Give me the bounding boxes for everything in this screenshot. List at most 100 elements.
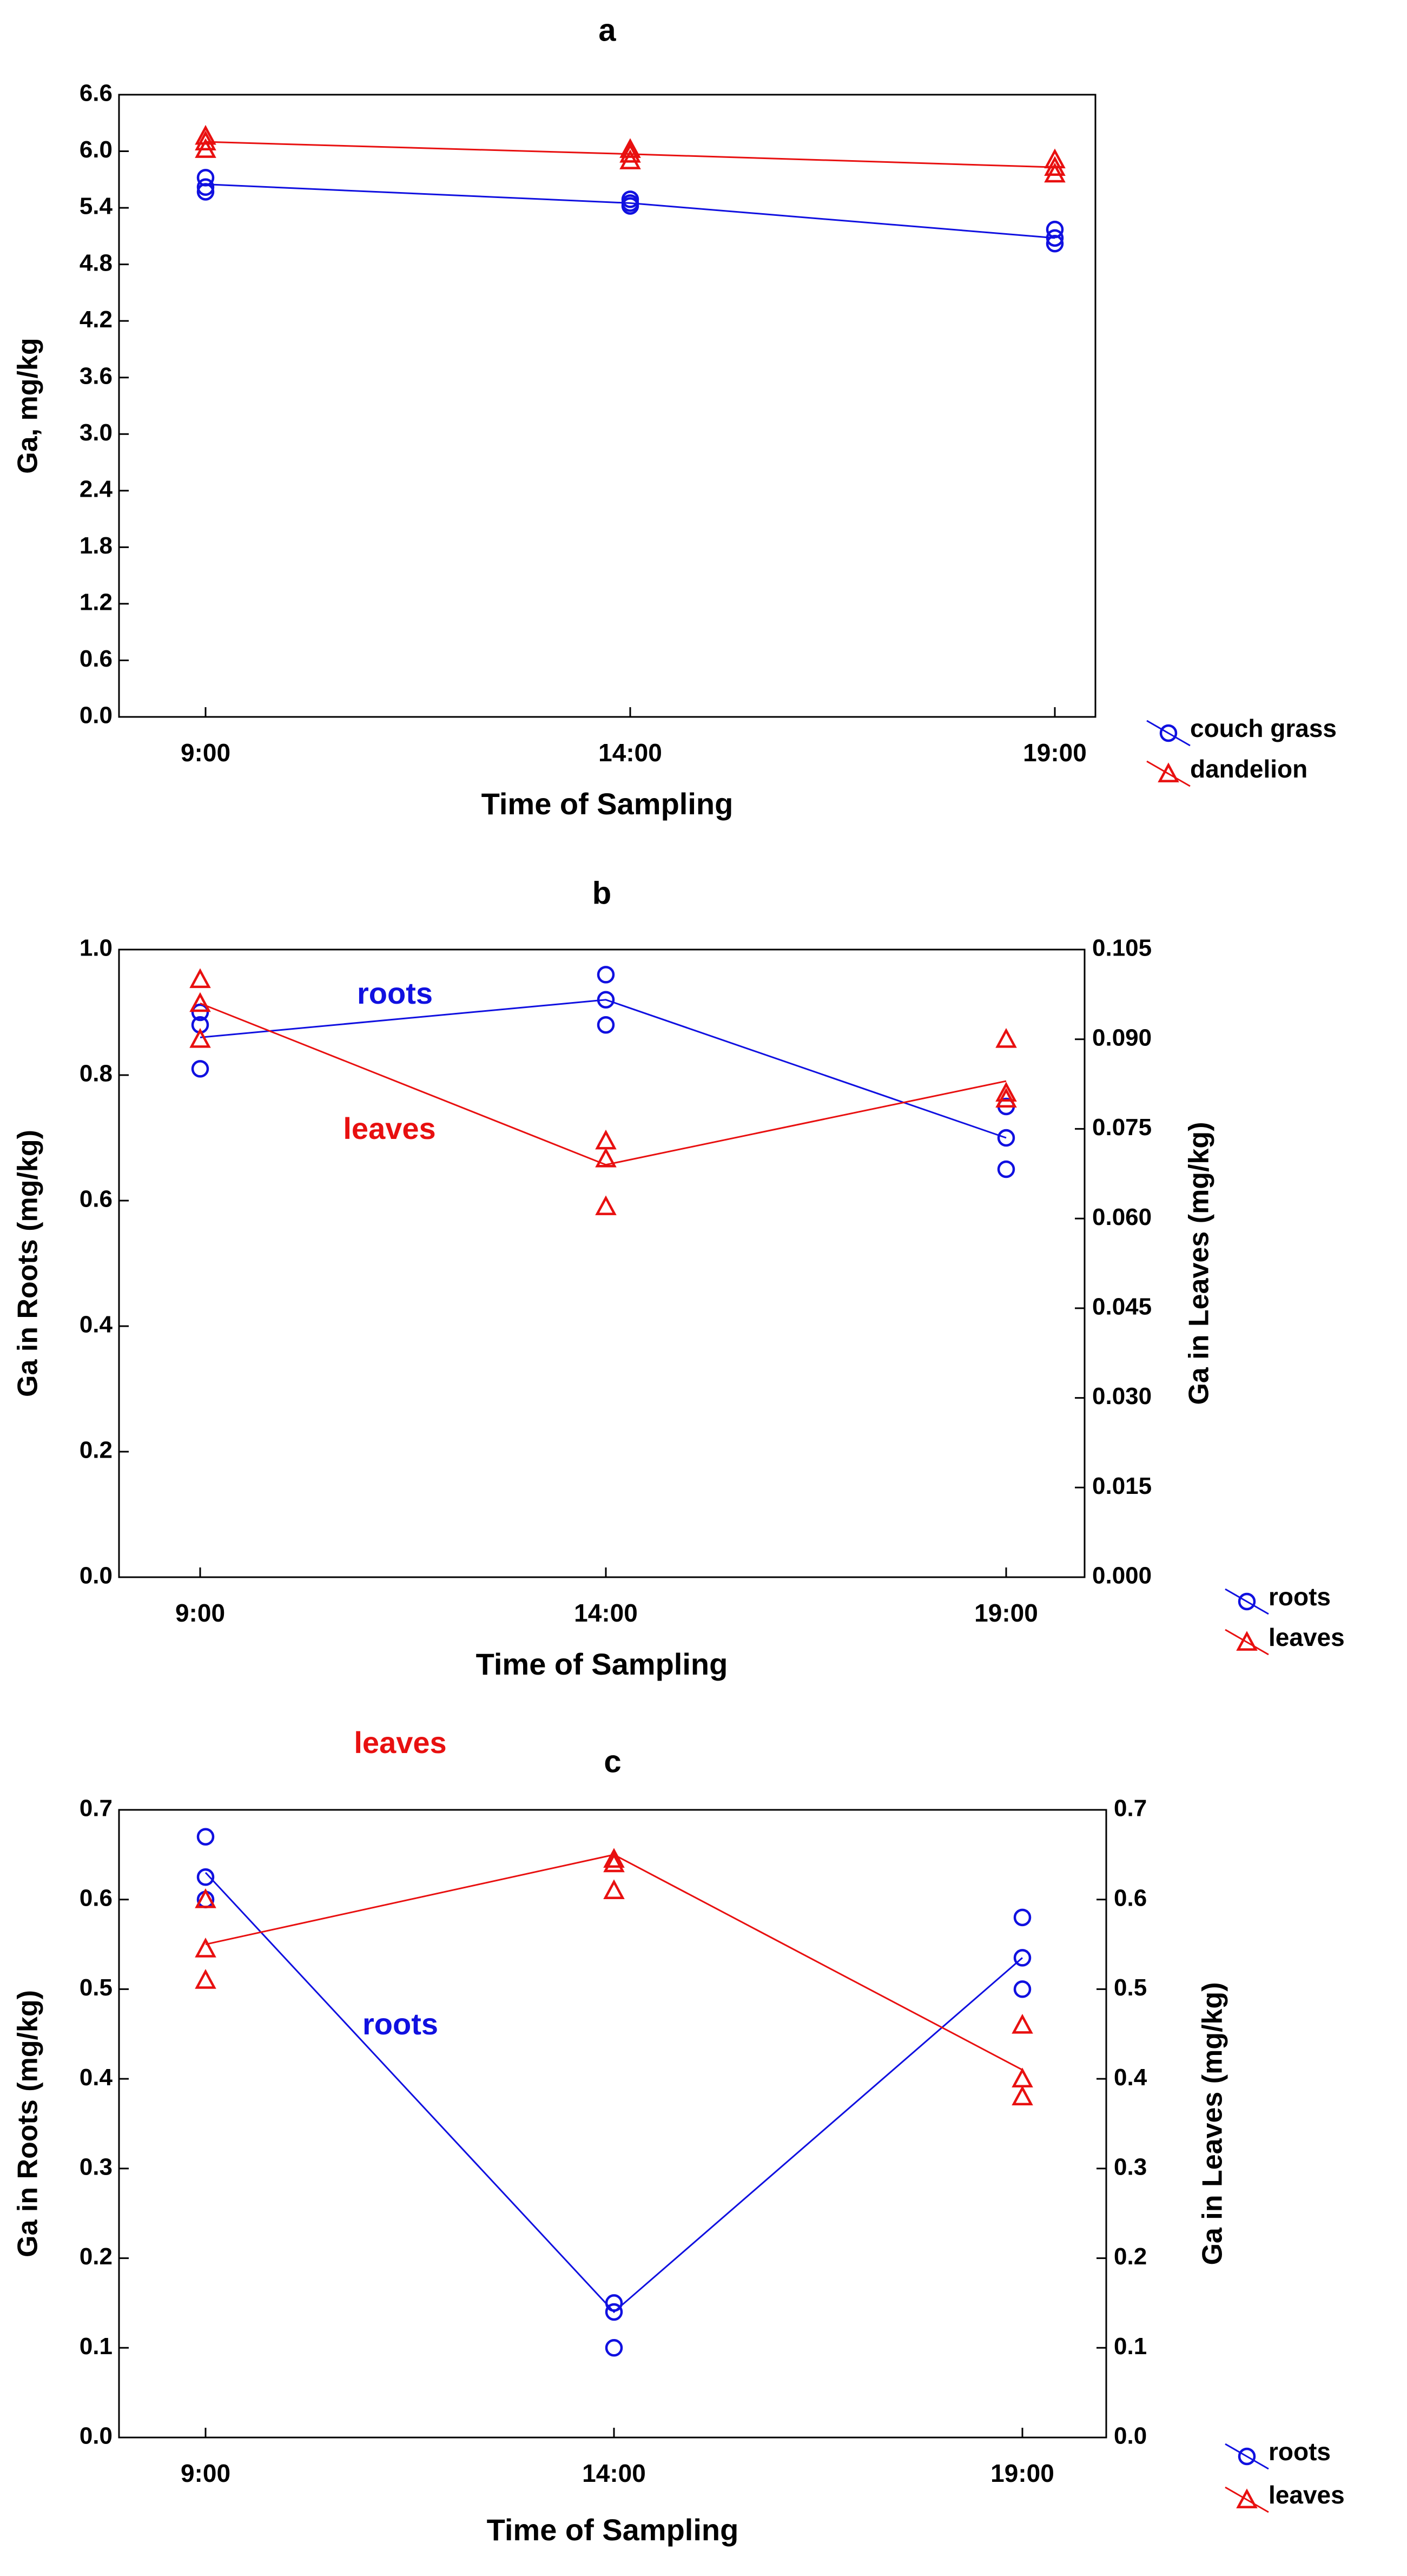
x-tick-label: 14:00 xyxy=(582,2459,646,2487)
series-line-roots xyxy=(204,1872,1023,2314)
y-tick-label: 6.0 xyxy=(80,136,113,163)
x-tick-label: 19:00 xyxy=(1023,739,1087,767)
y-tick-label: 0.6 xyxy=(80,1186,113,1213)
y2-tick-label: 0.075 xyxy=(1092,1114,1152,1141)
y-tick-label: 0.0 xyxy=(80,1563,113,1589)
y-tick-label: 0.5 xyxy=(80,1974,113,2001)
y2-tick-label: 0.6 xyxy=(1114,1885,1147,1911)
y-tick-label: 0.0 xyxy=(80,2423,113,2449)
data-point-leaves xyxy=(195,1888,216,1908)
x-tick-label: 9:00 xyxy=(175,1599,225,1627)
data-point-leaves xyxy=(595,1195,617,1215)
legend-marker xyxy=(1238,2447,1256,2466)
y-tick-label: 0.7 xyxy=(80,1795,113,1822)
y-tick-label: 0.4 xyxy=(80,2064,113,2091)
x-tick-label: 9:00 xyxy=(181,2459,230,2487)
legend-marker xyxy=(1159,724,1178,742)
data-point-roots xyxy=(605,2294,623,2312)
data-point-leaves xyxy=(595,1129,617,1150)
y-tick-label: 4.8 xyxy=(80,249,113,276)
legend-line xyxy=(1225,1588,1269,1615)
legend-marker xyxy=(1158,762,1179,782)
y2-tick-label: 0.105 xyxy=(1092,935,1152,961)
data-point-couch-grass xyxy=(1046,220,1064,239)
x-tick-label: 14:00 xyxy=(598,739,662,767)
y2-tick-label: 0.0 xyxy=(1114,2423,1147,2449)
y-tick-label: 1.8 xyxy=(80,532,113,559)
annotation-label: leaves xyxy=(343,1111,435,1145)
data-point-dandelion xyxy=(1044,162,1066,183)
y2-tick-label: 0.015 xyxy=(1092,1473,1152,1499)
y-tick-label: 0.2 xyxy=(80,2243,113,2270)
data-point-couch-grass xyxy=(1046,229,1064,247)
data-point-roots xyxy=(196,1828,215,1846)
data-point-roots xyxy=(605,2339,623,2357)
data-point-leaves xyxy=(995,1027,1017,1048)
data-point-roots xyxy=(997,1160,1015,1178)
y-tick-label: 1.0 xyxy=(80,935,113,961)
y-tick-label: 0.8 xyxy=(80,1060,113,1087)
legend-label: leaves xyxy=(1269,2481,1345,2509)
y2-tick-label: 0.045 xyxy=(1092,1293,1152,1320)
data-point-leaves xyxy=(189,992,211,1012)
series-line-roots xyxy=(200,999,1007,1139)
y2-axis-label: Ga in Leaves (mg/kg) xyxy=(1197,1982,1228,2265)
data-point-leaves xyxy=(1012,2085,1033,2106)
legend-line xyxy=(1146,760,1191,787)
data-point-roots xyxy=(605,2303,623,2321)
y-tick-label: 0.1 xyxy=(80,2333,113,2360)
y-tick-label: 0.6 xyxy=(80,645,113,672)
legend-label: dandelion xyxy=(1190,755,1307,783)
y2-tick-label: 0.3 xyxy=(1114,2153,1147,2180)
data-point-leaves xyxy=(195,1969,216,1989)
data-point-roots xyxy=(196,1868,215,1886)
data-point-leaves xyxy=(595,1147,617,1168)
y-tick-label: 0.2 xyxy=(80,1437,113,1464)
y2-tick-label: 0.060 xyxy=(1092,1204,1152,1230)
y2-tick-label: 0.4 xyxy=(1114,2064,1147,2091)
data-point-leaves xyxy=(603,1852,625,1873)
annotation-label: leaves xyxy=(354,1725,446,1760)
y-tick-label: 5.4 xyxy=(80,193,113,220)
x-tick-label: 19:00 xyxy=(990,2459,1054,2487)
series-line-leaves xyxy=(205,1854,1023,2071)
y2-tick-label: 0.2 xyxy=(1114,2243,1147,2270)
y-tick-label: 2.4 xyxy=(80,476,113,502)
data-point-dandelion xyxy=(619,143,641,163)
panel-title: c xyxy=(604,1744,621,1779)
x-tick-label: 19:00 xyxy=(974,1599,1038,1627)
panel-title: a xyxy=(598,12,616,48)
data-point-roots xyxy=(1013,1949,1032,1967)
data-point-dandelion xyxy=(195,130,216,150)
annotation-label: roots xyxy=(362,2007,438,2041)
x-tick-label: 14:00 xyxy=(574,1599,638,1627)
y2-tick-label: 0.090 xyxy=(1092,1024,1152,1051)
legend-line xyxy=(1225,2443,1269,2470)
data-point-roots xyxy=(191,1060,209,1078)
x-tick-label: 9:00 xyxy=(181,739,230,767)
y-tick-label: 6.6 xyxy=(80,80,113,107)
data-point-couch-grass xyxy=(196,169,215,187)
y2-tick-label: 0.7 xyxy=(1114,1795,1147,1822)
plot-frame xyxy=(118,94,1096,718)
y-tick-label: 4.2 xyxy=(80,306,113,333)
data-point-dandelion xyxy=(619,149,641,169)
y2-axis-label: Ga in Leaves (mg/kg) xyxy=(1184,1122,1215,1405)
y-tick-label: 0.6 xyxy=(80,1885,113,1911)
data-point-couch-grass xyxy=(621,190,639,208)
y-tick-label: 3.0 xyxy=(80,419,113,446)
data-point-roots xyxy=(997,1129,1015,1147)
data-point-dandelion xyxy=(619,138,641,158)
y-axis-label: Ga in Roots (mg/kg) xyxy=(12,1130,44,1397)
x-axis-label: Time of Sampling xyxy=(476,1647,728,1681)
data-point-dandelion xyxy=(1044,148,1066,169)
legend-marker xyxy=(1236,2488,1258,2508)
data-point-leaves xyxy=(189,1027,211,1048)
legend-label: couch grass xyxy=(1190,714,1337,742)
data-point-leaves xyxy=(1012,2013,1033,2034)
data-point-roots xyxy=(191,1003,209,1022)
y-tick-label: 3.6 xyxy=(80,363,113,389)
data-point-roots xyxy=(1013,1980,1032,1998)
data-point-roots xyxy=(1013,1908,1032,1927)
